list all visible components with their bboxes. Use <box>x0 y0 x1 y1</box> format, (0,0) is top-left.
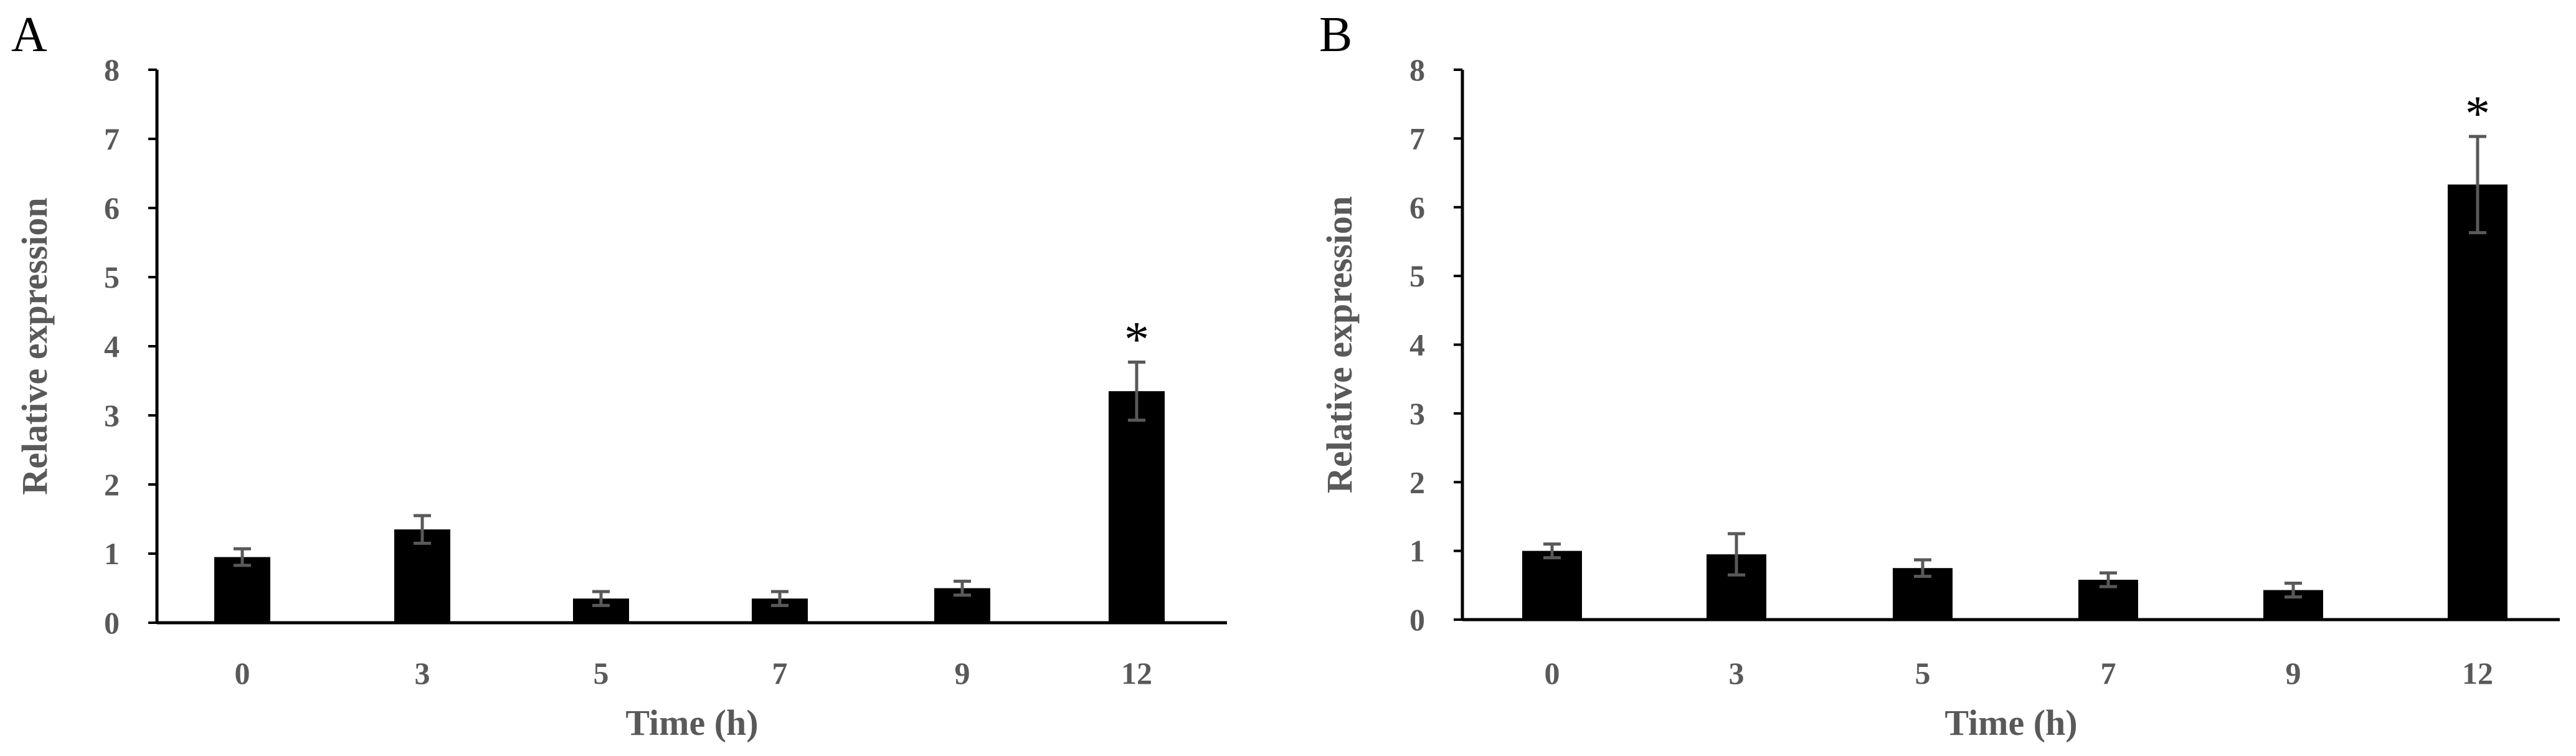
x-tick-label: 12 <box>1121 656 1152 691</box>
bar-12h <box>1109 391 1165 623</box>
panel-letter: B <box>1319 7 1352 62</box>
y-tick-label: 6 <box>104 191 120 225</box>
x-tick-label: 7 <box>772 656 788 691</box>
bar-12h <box>2448 184 2507 620</box>
y-tick-label: 2 <box>104 467 120 502</box>
x-tick-label: 9 <box>2286 656 2301 691</box>
bar-0h <box>1522 550 1582 620</box>
y-tick-label: 1 <box>104 536 120 571</box>
y-tick-label: 0 <box>104 605 120 640</box>
x-tick-label: 5 <box>1915 656 1931 691</box>
y-tick-label: 8 <box>104 52 120 87</box>
y-tick-label: 3 <box>1409 396 1425 431</box>
y-tick-label: 6 <box>1409 190 1425 225</box>
y-axis-title: Relative expression <box>1319 196 1360 493</box>
x-tick-label: 3 <box>415 656 430 691</box>
y-tick-label: 4 <box>104 329 120 364</box>
y-tick-label: 1 <box>1409 534 1425 569</box>
y-tick-label: 3 <box>104 398 120 433</box>
x-tick-label: 7 <box>2101 656 2116 691</box>
y-tick-label: 7 <box>1409 121 1425 156</box>
x-tick-label: 0 <box>1545 656 1560 691</box>
panel-letter: A <box>11 7 47 62</box>
y-tick-label: 5 <box>104 260 120 295</box>
x-tick-label: 3 <box>1729 656 1745 691</box>
bar-3h <box>394 529 450 623</box>
y-tick-label: 4 <box>1409 328 1425 362</box>
significance-asterisk: * <box>1124 313 1149 367</box>
y-tick-label: 2 <box>1409 465 1425 499</box>
x-axis-title: Time (h) <box>1944 702 2077 743</box>
x-tick-label: 5 <box>594 656 609 691</box>
x-tick-label: 9 <box>955 656 970 691</box>
x-tick-label: 0 <box>235 656 250 691</box>
x-axis-title: Time (h) <box>625 702 758 743</box>
y-tick-label: 7 <box>104 121 120 156</box>
y-tick-label: 8 <box>1409 52 1425 87</box>
y-tick-label: 5 <box>1409 258 1425 293</box>
bar-0h <box>214 557 270 623</box>
y-tick-label: 0 <box>1409 602 1425 637</box>
y-axis-title: Relative expression <box>14 197 55 494</box>
significance-asterisk: * <box>2465 87 2490 141</box>
x-tick-label: 12 <box>2462 656 2493 691</box>
